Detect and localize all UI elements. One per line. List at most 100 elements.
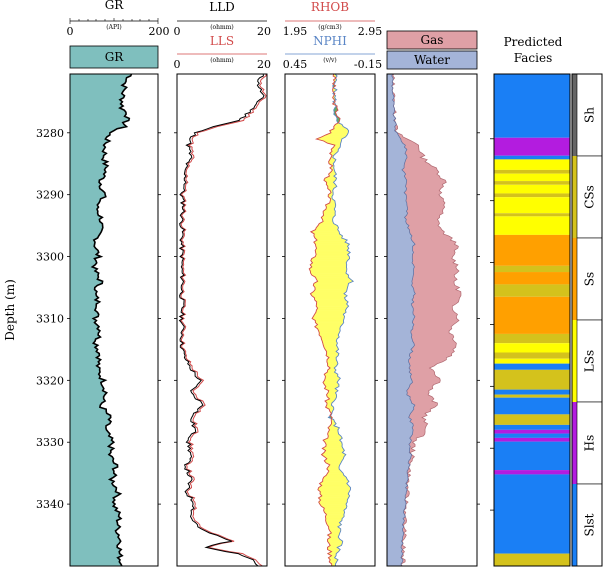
facies-interval-css [494, 333, 570, 344]
lld-curve [178, 73, 265, 567]
crossover-fill-segment [313, 233, 344, 237]
depth-tick-label: 3290 [36, 189, 64, 202]
crossover-fill-segment [315, 320, 344, 323]
crossover-fill-segment [323, 458, 344, 461]
crossover-fill-segment [316, 307, 348, 311]
crossover-fill-segment [317, 487, 351, 490]
rhob-scale-min: 1.95 [283, 25, 308, 38]
crossover-fill-segment [314, 299, 349, 303]
crossover-fill-segment [322, 479, 350, 482]
crossover-fill-segment [320, 505, 348, 509]
facies-interval-ss [494, 234, 570, 266]
facies-legend-label: LSs [583, 350, 597, 372]
crossover-fill-segment [318, 499, 348, 503]
facies-interval-css [494, 193, 570, 198]
facies-legend-cell [576, 155, 603, 239]
crossover-fill-segment [318, 334, 340, 338]
facies-legend-swatch [572, 156, 577, 238]
crossover-fill-segment [318, 481, 350, 484]
facies-interval-lss [494, 343, 570, 353]
crossover-fill-segment [310, 256, 350, 259]
depth-tick-label: 3320 [36, 374, 64, 387]
crossover-fill-segment [326, 466, 340, 470]
facies-legend-cell [576, 73, 603, 157]
density-neutron-header: RHOB (g/cm3) 1.95 2.95 NPHI (v/v) 0.45 -… [283, 0, 383, 71]
crossover-fill-segment [320, 336, 340, 340]
crossover-fill-segment [314, 326, 341, 329]
facies-title-line-1: Predicted [504, 35, 563, 49]
gr-curve [90, 73, 133, 567]
crossover-fill-segment [308, 266, 348, 270]
crossover-fill-segment [325, 518, 343, 521]
crossover-fill-segment [322, 382, 340, 385]
crossover-fill-segment [310, 231, 340, 235]
crossover-fill-segment [324, 442, 343, 445]
crossover-fill-segment [315, 276, 352, 280]
crossover-fill-segment [319, 503, 348, 507]
crossover-fill-segment [310, 270, 347, 274]
crossover-fill-segment [326, 359, 338, 362]
facies-legend-label: Slst [583, 513, 597, 536]
crossover-fill-segment [313, 241, 350, 245]
depth-tick-label: 3310 [36, 312, 64, 325]
crossover-fill-segment [320, 454, 347, 457]
facies-legend-label: CSs [583, 185, 597, 209]
crossover-fill-segment [312, 285, 349, 288]
facies-interval-lss [494, 358, 570, 364]
crossover-fill-segment [326, 361, 339, 365]
facies-interval-lss [494, 184, 570, 194]
nphi-curve-name: NPHI [313, 34, 347, 48]
crossover-fill-segment [314, 312, 347, 315]
rhob-curve [308, 73, 341, 567]
crossover-fill-segment [316, 301, 349, 305]
crossover-fill-segment [326, 394, 337, 398]
crossover-fill-segment [314, 297, 346, 301]
depth-ticks: 3280 3290 3300 3310 3320 3330 3340 [36, 127, 494, 511]
crossover-fill-segment [311, 318, 345, 321]
crossover-fill-segment [309, 291, 348, 294]
fluid-header: Gas Water [386, 30, 478, 70]
crossover-fill-segment [323, 177, 337, 181]
facies-interval-hs [494, 429, 570, 434]
crossover-fill-segment [322, 343, 338, 346]
crossover-fill-segment [323, 460, 343, 464]
facies-interval-css [494, 352, 570, 359]
facies-interval-css [494, 213, 570, 217]
crossover-fill-segment [317, 485, 352, 488]
crossover-fill-segment [323, 450, 345, 453]
facies-interval-slst [494, 363, 570, 370]
depth-tick-label: 3300 [36, 251, 64, 264]
facies-legend-label: Ss [583, 272, 597, 286]
facies-interval-css [494, 394, 570, 398]
facies-column [494, 74, 570, 566]
crossover-fill-segment [310, 272, 350, 276]
crossover-fill-segment [314, 287, 348, 290]
density-neutron-track-frame [284, 73, 376, 567]
crossover-fill-segment [317, 328, 341, 332]
facies-legend-swatch [572, 320, 577, 402]
crossover-fill-segment [322, 213, 336, 216]
facies-interval-css [494, 181, 570, 185]
facies-interval-slst [494, 433, 570, 438]
gas-legend-box [386, 30, 478, 50]
facies-interval-css [494, 284, 570, 297]
water-curve [391, 73, 416, 567]
facies-legend-cell [576, 401, 603, 485]
crossover-fill-segment [324, 378, 341, 381]
crossover-fill-segment [313, 314, 345, 317]
crossover-fill-segment [319, 493, 350, 497]
crossover-fill-segment [318, 332, 340, 336]
gr-track-frame [69, 73, 159, 567]
crossover-fill-segment [310, 274, 349, 278]
facies-interval-slst [494, 155, 570, 160]
crossover-fill-segment [315, 227, 339, 230]
facies-legend-swatch [572, 238, 577, 320]
water-legend-box [386, 50, 478, 70]
crossover-fill-segment [313, 281, 354, 284]
facies-interval-css [494, 553, 570, 566]
facies-interval-css [494, 369, 570, 390]
crossover-fill-segment [323, 456, 345, 459]
facies-legend-frame [571, 73, 603, 567]
gr-legend-label: GR [105, 50, 125, 64]
crossover-fill-segment [325, 472, 345, 476]
